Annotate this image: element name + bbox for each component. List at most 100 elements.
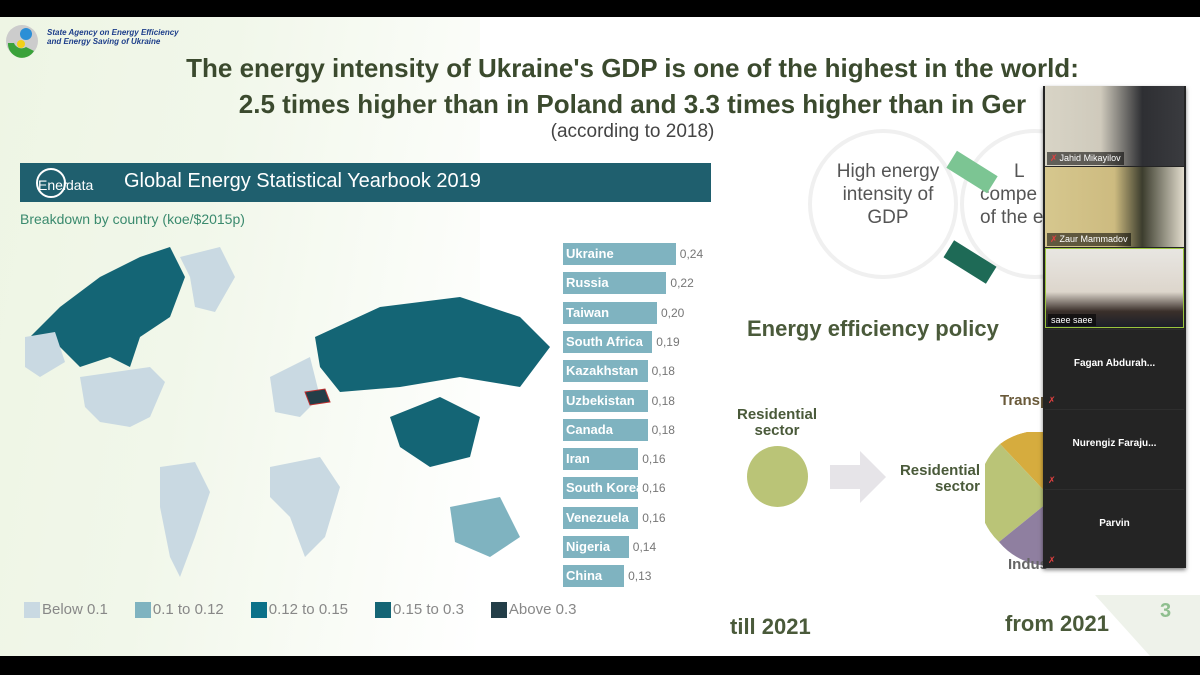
bar-value-label: 0,13: [628, 569, 652, 584]
residential-label-left: Residential sector: [736, 406, 818, 439]
bar-value-label: 0,16: [642, 510, 666, 525]
cycle-text-right-1: L: [1014, 161, 1025, 182]
legend-label: Above 0.3: [508, 601, 577, 618]
pie-slice-residential: [985, 444, 1052, 542]
participant-tile-6[interactable]: Parvin ✗: [1045, 489, 1184, 568]
bar-china: China: [563, 565, 625, 588]
bar-kazakhstan: Kazakhstan: [563, 360, 648, 383]
map-china: [390, 397, 480, 467]
legend-item: Above 0.3: [490, 601, 577, 618]
map-greenland: [180, 247, 235, 312]
map-legend: Below 0.1 0.1 to 0.12 0.12 to 0.15 0.15 to …: [24, 601, 603, 618]
mic-muted-icon: ✗: [1048, 475, 1056, 485]
enerdata-logo-text: data: [66, 177, 94, 193]
participant-name-5: Nurengiz Faraju...: [1072, 438, 1157, 449]
agency-line-2: and Energy Saving of Ukraine: [47, 37, 161, 46]
residential-label-right: Residential sector: [899, 462, 980, 495]
participant-name-text: saee saee: [1051, 315, 1093, 325]
legend-item: 0.1 to 0.12: [134, 601, 224, 618]
sector-pie-chart: [985, 432, 1052, 567]
map-north-america: [30, 247, 185, 367]
agency-logo: [6, 25, 38, 58]
legend-item: 0.12 to 0.15: [250, 601, 349, 618]
participant-name-text: Zaur Mammadov: [1059, 234, 1128, 244]
legend-swatch: [134, 601, 151, 618]
bar-value-label: 0,14: [632, 540, 657, 554]
mic-muted-icon: ✗: [1050, 234, 1058, 244]
participant-video-1[interactable]: ✗ Jahid Mikayilov: [1045, 86, 1184, 166]
mic-muted-icon: ✗: [1050, 153, 1058, 163]
participant-name-4: Fagan Abdurah...: [1073, 358, 1156, 369]
bar-value-label: 0,22: [670, 276, 694, 291]
legend-label: 0.12 to 0.15: [268, 601, 349, 618]
participant-name-3: saee saee: [1048, 314, 1096, 326]
legend-item: Below 0.1: [24, 601, 108, 618]
arrow-right-grey-icon: [830, 451, 886, 503]
agency-line-1: State Agency on Energy Efficiency: [47, 28, 179, 37]
mic-muted-icon: ✗: [1048, 395, 1056, 405]
legend-swatch: [24, 601, 40, 618]
cycle-circle-left: [808, 129, 958, 279]
map-usa: [80, 367, 165, 427]
pie-slice-industry: [999, 499, 1052, 567]
participants-panel[interactable]: ✗ Jahid Mikayilov ✗ Zaur Mammadov saee sae…: [1043, 86, 1186, 568]
bar-value-label: 0,18: [651, 393, 675, 408]
map-australia: [450, 497, 520, 557]
participant-name-text: Jahid Mikayilov: [1059, 153, 1121, 163]
agency-name: State Agency on Energy Efficiency and Ene…: [47, 28, 179, 46]
slide-subtitle: (according to 2018): [550, 121, 715, 142]
map-alaska: [25, 332, 65, 377]
bar-value-label: 0,19: [656, 334, 680, 349]
till-2021-label: till 2021: [730, 614, 811, 639]
enerdata-logo-circle: Ener: [36, 168, 68, 198]
page-number: 3: [1160, 600, 1172, 622]
map-south-america: [160, 462, 210, 577]
legend-swatch: [490, 601, 507, 618]
bar-value-label: 0,20: [661, 305, 685, 320]
bar-south-korea: South Korea: [563, 477, 643, 500]
bar-iran: Iran: [563, 448, 639, 471]
enerdata-logo: Enerdata: [36, 168, 108, 198]
bar-taiwan: Taiwan: [563, 301, 657, 324]
residential-circle: [747, 446, 808, 507]
participant-name-1: ✗ Jahid Mikayilov: [1047, 152, 1124, 165]
yearbook-title: Global Energy Statistical Yearbook 2019: [124, 170, 481, 192]
participant-tile-4[interactable]: Fagan Abdurah... ✗: [1045, 329, 1184, 408]
participant-name-2: ✗ Zaur Mammadov: [1047, 233, 1131, 246]
legend-label: 0.15 to 0.3: [393, 601, 464, 618]
legend-label: Below 0.1: [42, 601, 108, 618]
industry-label: Indus: [1008, 556, 1048, 573]
cycle-text-right-2: compe: [980, 184, 1038, 205]
corner-decoration: [1095, 595, 1200, 656]
bar-value-label: 0,16: [642, 481, 666, 496]
bar-ukraine: Ukraine: [563, 243, 676, 265]
legend-label: 0.1 to 0.12: [152, 601, 224, 618]
participant-video-3-active[interactable]: saee saee: [1045, 248, 1184, 328]
slide-title-line-2: 2.5 times higher than in Poland and 3.3 …: [238, 89, 1027, 119]
presentation-slide: State Agency on Energy Efficiency and Ene…: [0, 17, 1200, 656]
policy-heading: Energy efficiency policy: [747, 316, 999, 341]
bar-uzbekistan: Uzbekistan: [563, 389, 648, 412]
from-2021-label: from 2021: [1005, 611, 1109, 636]
bar-nigeria: Nigeria: [563, 536, 629, 558]
bar-south-africa: South Africa: [563, 330, 653, 353]
mic-muted-icon: ✗: [1048, 555, 1056, 565]
transport-label: Transp: [1000, 392, 1050, 409]
cycle-text-left: High energy intensity of GDP: [836, 161, 940, 228]
slide-title-line-1: The energy intensity of Ukraine's GDP is…: [186, 53, 1079, 83]
bar-value-label: 0,18: [651, 422, 675, 437]
participant-video-2[interactable]: ✗ Zaur Mammadov: [1045, 167, 1184, 247]
legend-swatch: [375, 601, 392, 618]
pie-slice-transport-b: [1000, 432, 1052, 499]
participant-tile-5[interactable]: Nurengiz Faraju... ✗: [1045, 409, 1184, 488]
bar-russia: Russia: [563, 272, 667, 295]
enerdata-banner: Enerdata Global Energy Statistical Yearb…: [20, 163, 711, 202]
map-russia: [315, 297, 550, 392]
legend-item: 0.15 to 0.3: [375, 601, 464, 618]
cycle-text-right-3: of the e: [980, 207, 1044, 228]
bar-value-label: 0,24: [679, 247, 704, 261]
bar-value-label: 0,18: [651, 364, 675, 379]
participant-name-6: Parvin: [1099, 518, 1130, 529]
bar-venezuela: Venezuela: [563, 506, 639, 529]
